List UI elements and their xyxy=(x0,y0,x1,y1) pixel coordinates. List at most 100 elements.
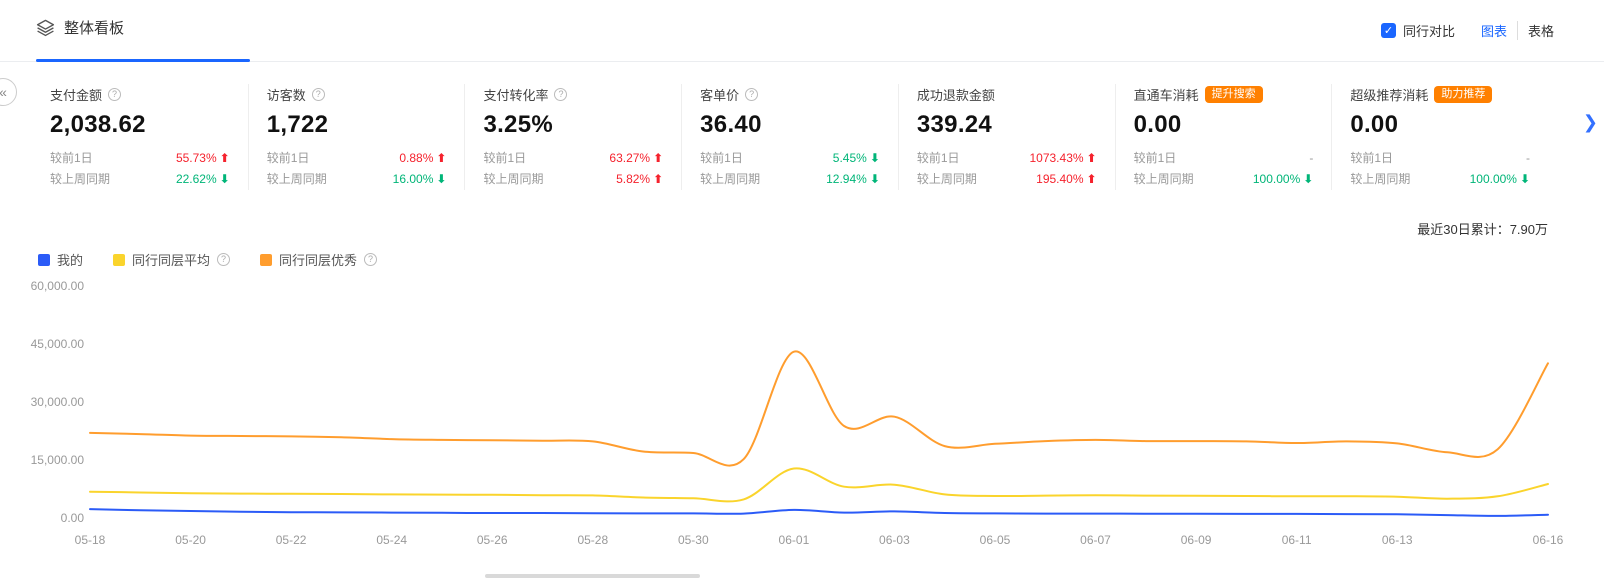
kpi-card[interactable]: 直通车消耗 提升搜索 0.00 较前1日 - 较上周同期 100.00% ⬇ xyxy=(1114,84,1332,190)
help-icon[interactable]: ? xyxy=(217,253,231,266)
info-icon[interactable]: ? xyxy=(745,87,759,101)
peer-compare-label: 同行对比 xyxy=(1402,24,1455,39)
svg-text:06-05: 06-05 xyxy=(980,533,1011,547)
horizontal-scrollbar-thumb[interactable] xyxy=(485,574,700,578)
kpi-title: 支付金额 xyxy=(50,87,103,103)
view-toggle-chart[interactable]: 图表 xyxy=(1480,24,1507,39)
svg-text:05-26: 05-26 xyxy=(477,533,508,547)
svg-text:06-07: 06-07 xyxy=(1080,533,1111,547)
kpi-card[interactable]: 支付金额 ? 2,038.62 较前1日 55.73% ⬆ 较上周同期 22.6… xyxy=(50,84,248,190)
kpi-comparisons: 较前1日 1073.43% ⬆ 较上周同期 195.40% ⬆ xyxy=(917,148,1097,190)
trend-arrow-icon: ⬆ xyxy=(653,172,664,186)
trend-arrow-icon: ⬆ xyxy=(1086,151,1097,165)
trend-chart[interactable]: 0.00 15,000.00 30,000.00 45,000.00 60,000.00… xyxy=(20,272,1584,568)
legend-item-1[interactable]: 同行同层平均 ? xyxy=(113,250,231,269)
trend-arrow-icon: ⬇ xyxy=(436,172,447,186)
comparison-label: 较上周同期 xyxy=(483,172,544,186)
legend-swatch xyxy=(38,253,50,266)
comparison-value-wrap: 22.62% ⬇ xyxy=(176,169,230,190)
kpi-comparisons: 较前1日 0.88% ⬆ 较上周同期 16.00% ⬇ xyxy=(267,148,447,190)
comparison-value: 100.00% xyxy=(1469,172,1517,186)
collapse-icon: « xyxy=(0,84,7,100)
kpi-card[interactable]: 超级推荐消耗 助力推荐 0.00 较前1日 - 较上周同期 100.00% ⬇ xyxy=(1331,84,1548,190)
promo-badge[interactable]: 提升搜索 xyxy=(1204,85,1263,103)
trend-arrow-icon: ⬇ xyxy=(869,151,880,165)
comparison-value: 5.45% xyxy=(832,151,867,165)
kpi-card[interactable]: 成功退款金额 339.24 较前1日 1073.43% ⬆ 较上周同期 195.… xyxy=(897,84,1115,190)
legend-item-2[interactable]: 同行同层优秀 ? xyxy=(260,250,378,269)
kpi-comparisons: 较前1日 63.27% ⬆ 较上周同期 5.82% ⬆ xyxy=(483,148,663,190)
comparison-value-wrap: 63.27% ⬆ xyxy=(609,148,663,169)
svg-text:05-20: 05-20 xyxy=(175,533,206,547)
comparison-value: 12.94% xyxy=(826,172,867,186)
info-icon[interactable]: ? xyxy=(554,87,568,101)
comparison-value: - xyxy=(1309,151,1314,165)
svg-text:06-01: 06-01 xyxy=(779,533,810,547)
comparison-value-wrap: - xyxy=(1526,148,1530,169)
kpi-title-row: 访客数 ? xyxy=(267,84,447,104)
kpi-title: 访客数 xyxy=(266,87,306,103)
trend-arrow-icon: ⬆ xyxy=(219,151,230,165)
view-toggle-table[interactable]: 表格 xyxy=(1516,21,1564,40)
comparison-value-wrap: 12.94% ⬇ xyxy=(826,169,880,190)
comparison-row: 较上周同期 22.62% ⬇ xyxy=(50,169,230,190)
comparison-label: 较前1日 xyxy=(483,151,527,165)
comparison-row: 较前1日 55.73% ⬆ xyxy=(50,148,230,169)
edge-collapse-widget[interactable]: « xyxy=(0,78,17,106)
trend-arrow-icon: ⬆ xyxy=(653,151,664,165)
legend-label: 同行同层平均 xyxy=(132,253,211,268)
chart-legend: 我的 同行同层平均 ? 同行同层优秀 ? xyxy=(38,250,378,269)
kpi-comparisons: 较前1日 - 较上周同期 100.00% ⬇ xyxy=(1134,148,1314,190)
comparison-label: 较上周同期 xyxy=(700,172,761,186)
info-icon[interactable]: ? xyxy=(311,87,325,101)
svg-text:15,000.00: 15,000.00 xyxy=(31,453,85,467)
kpi-card[interactable]: 客单价 ? 36.40 较前1日 5.45% ⬇ 较上周同期 12.94% ⬇ xyxy=(681,84,898,190)
comparison-label: 较上周同期 xyxy=(50,172,111,186)
comparison-value-wrap: 16.00% ⬇ xyxy=(393,169,447,190)
kpi-row: 支付金额 ? 2,038.62 较前1日 55.73% ⬆ 较上周同期 22.6… xyxy=(50,84,1548,190)
legend-label: 同行同层优秀 xyxy=(279,253,358,268)
kpi-title-row: 支付转化率 ? xyxy=(483,84,663,104)
comparison-row: 较前1日 63.27% ⬆ xyxy=(483,148,663,169)
comparison-value-wrap: 100.00% ⬇ xyxy=(1253,169,1313,190)
kpi-card[interactable]: 访客数 ? 1,722 较前1日 0.88% ⬆ 较上周同期 16.00% ⬇ xyxy=(247,84,465,190)
help-icon[interactable]: ? xyxy=(364,253,378,266)
svg-text:06-03: 06-03 xyxy=(879,533,910,547)
comparison-label: 较上周同期 xyxy=(1350,172,1411,186)
comparison-value: - xyxy=(1526,151,1531,165)
trend-arrow-icon: ⬆ xyxy=(436,151,447,165)
comparison-row: 较上周同期 195.40% ⬆ xyxy=(917,169,1097,190)
legend-swatch xyxy=(113,253,126,266)
legend-swatch xyxy=(260,253,273,266)
promo-badge[interactable]: 助力推荐 xyxy=(1434,85,1493,103)
kpi-value: 1,722 xyxy=(266,111,329,138)
svg-text:60,000.00: 60,000.00 xyxy=(31,279,85,293)
kpi-scroll-next-icon[interactable]: ❯ xyxy=(1582,112,1598,132)
svg-text:45,000.00: 45,000.00 xyxy=(31,337,85,351)
kpi-comparisons: 较前1日 55.73% ⬆ 较上周同期 22.62% ⬇ xyxy=(50,148,230,190)
view-controls: ✓ 同行对比 图表 表格 xyxy=(1380,21,1564,40)
kpi-comparisons: 较前1日 5.45% ⬇ 较上周同期 12.94% ⬇ xyxy=(700,148,880,190)
svg-text:05-24: 05-24 xyxy=(376,533,407,547)
svg-text:0.00: 0.00 xyxy=(61,511,85,525)
comparison-row: 较上周同期 5.82% ⬆ xyxy=(483,169,663,190)
svg-text:05-18: 05-18 xyxy=(75,533,106,547)
svg-text:05-30: 05-30 xyxy=(678,533,709,547)
check-icon: ✓ xyxy=(1383,25,1394,37)
kpi-title-row: 直通车消耗 提升搜索 xyxy=(1134,84,1314,104)
peer-compare-checkbox[interactable]: ✓ xyxy=(1380,23,1396,38)
thirty-day-summary: 最近30日累计：7.90万 xyxy=(1417,222,1548,237)
comparison-row: 较上周同期 16.00% ⬇ xyxy=(267,169,447,190)
comparison-value: 55.73% xyxy=(175,151,217,165)
comparison-row: 较前1日 1073.43% ⬆ xyxy=(917,148,1097,169)
comparison-value-wrap: 0.88% ⬆ xyxy=(399,148,446,169)
legend-item-0[interactable]: 我的 xyxy=(38,250,83,269)
tab-overall-dashboard[interactable]: 整体看板 xyxy=(36,17,124,38)
kpi-value: 0.00 xyxy=(1133,111,1182,138)
comparison-value: 16.00% xyxy=(392,172,434,186)
comparison-row: 较前1日 - xyxy=(1134,148,1314,169)
comparison-value: 195.40% xyxy=(1036,172,1084,186)
kpi-card[interactable]: 支付转化率 ? 3.25% 较前1日 63.27% ⬆ 较上周同期 5.82% … xyxy=(464,84,681,190)
info-icon[interactable]: ? xyxy=(108,87,122,101)
kpi-title-row: 成功退款金额 xyxy=(917,84,1097,104)
